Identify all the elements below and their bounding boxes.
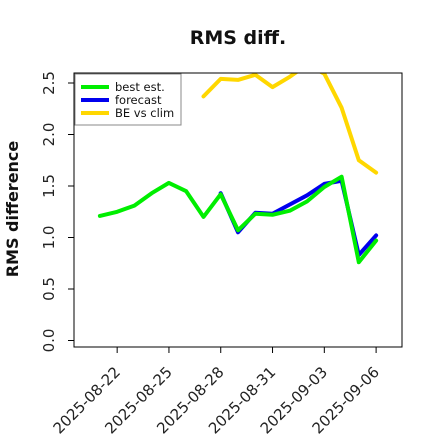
legend-label: forecast <box>115 93 162 107</box>
series-line-2 <box>218 178 379 257</box>
y-axis: 0.0 0.5 1.0 1.5 2.0 2.5 <box>40 71 74 352</box>
y-tick-label: 1.5 <box>40 174 58 198</box>
y-tick-label: 2.0 <box>40 123 58 147</box>
y-tick-label: 0.0 <box>40 329 58 353</box>
series-line-3 <box>201 73 379 175</box>
legend-label: BE vs clim <box>115 106 174 120</box>
legend-label: best est. <box>115 80 165 94</box>
y-tick-label: 1.0 <box>40 226 58 250</box>
y-tick-label: 0.5 <box>40 277 58 301</box>
series-line-1 <box>97 174 379 265</box>
y-axis-label: RMS difference <box>3 141 22 278</box>
chart-title: RMS diff. <box>190 27 287 49</box>
y-tick-label: 2.5 <box>40 71 58 95</box>
x-axis: 2025-08-222025-08-252025-08-282025-08-31… <box>50 347 383 437</box>
plot-frame <box>73 72 403 348</box>
series-layer <box>97 73 379 265</box>
